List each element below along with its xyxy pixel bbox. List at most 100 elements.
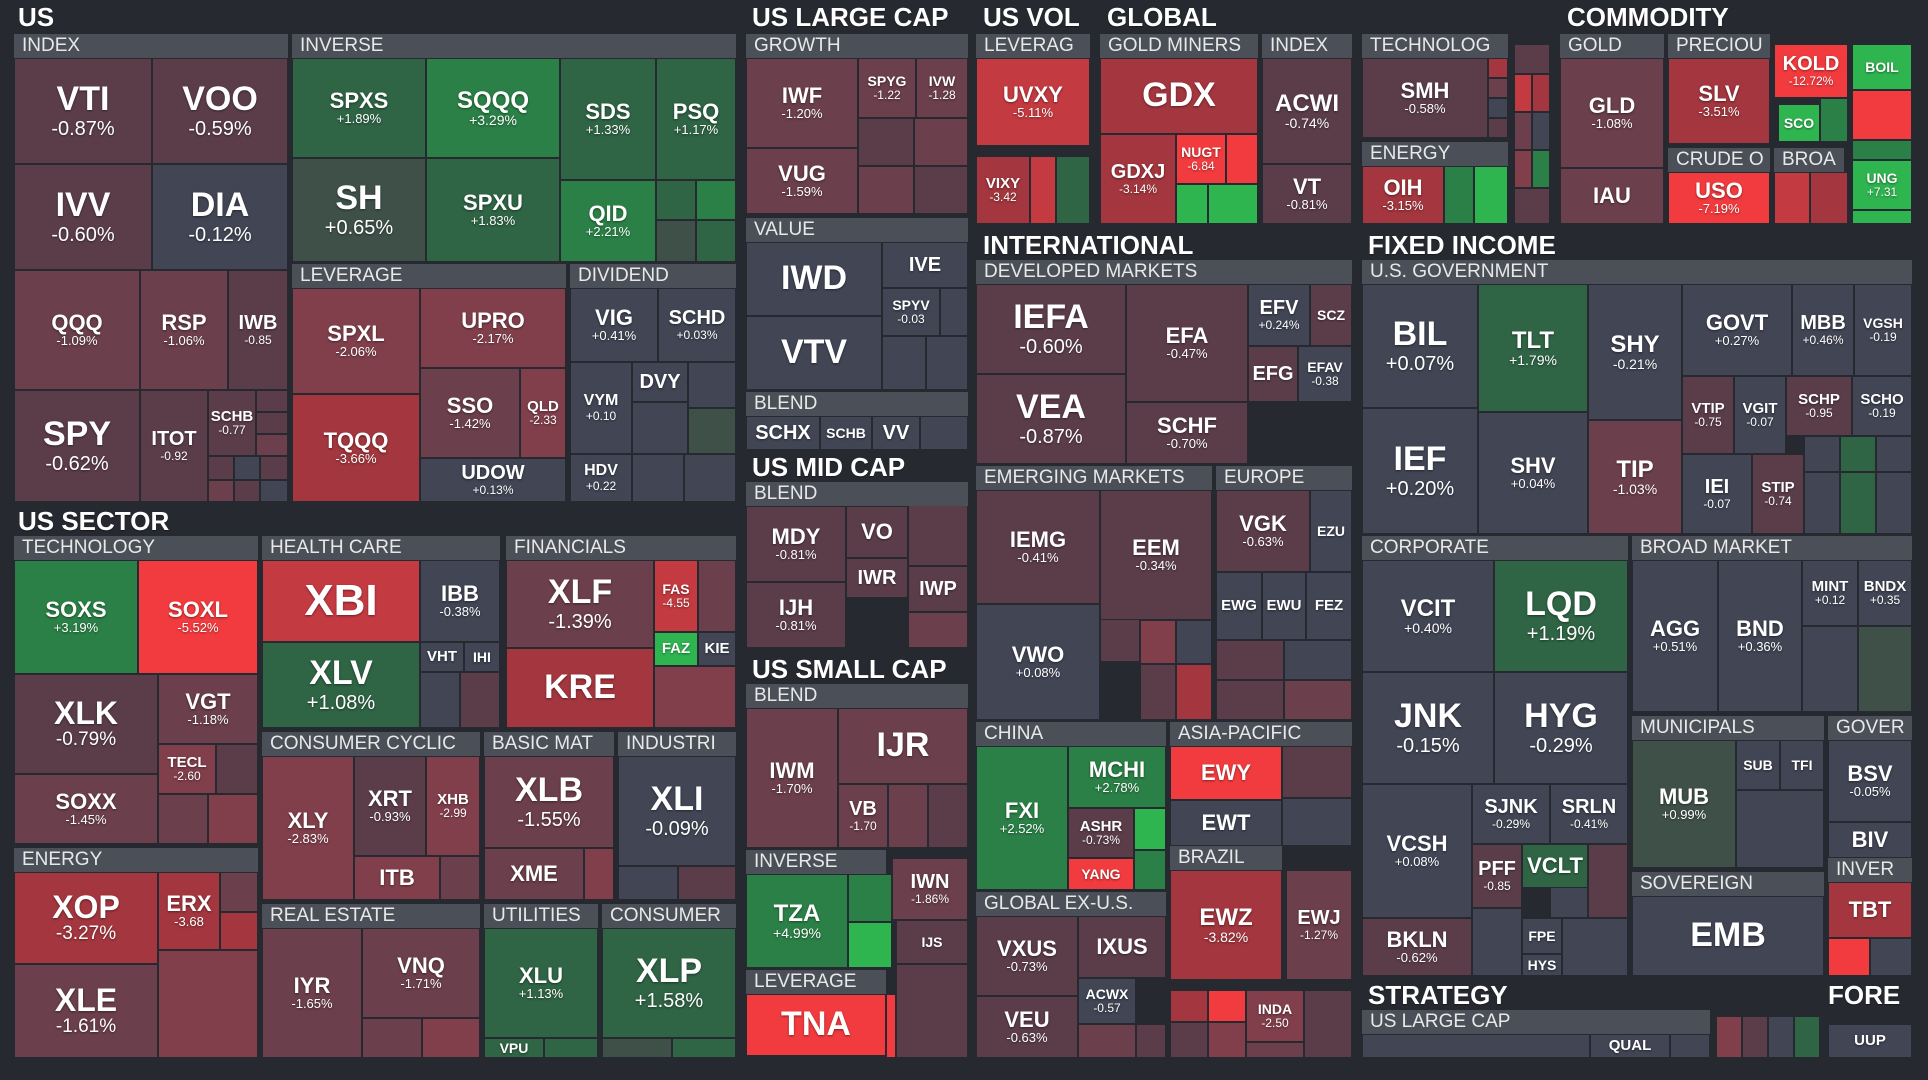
etf-tile-inda[interactable]: INDA -2.50 — [1246, 990, 1304, 1042]
etf-tile-psq[interactable]: PSQ +1.17% — [656, 58, 736, 180]
etf-tile-mchi[interactable]: MCHI +2.78% — [1068, 746, 1166, 808]
etf-tile-qqq[interactable]: QQQ -1.09% — [14, 270, 140, 390]
etf-tile-sds[interactable]: SDS +1.33% — [560, 58, 656, 180]
etf-tile-ixus[interactable]: IXUS — [1078, 916, 1166, 978]
etf-cell[interactable] — [684, 454, 736, 502]
group-header[interactable]: ENERGY — [1362, 142, 1508, 166]
etf-cell[interactable] — [1282, 798, 1352, 846]
etf-tile-hyg[interactable]: HYG -0.29% — [1494, 672, 1628, 784]
group-header[interactable]: SOVEREIGN — [1632, 872, 1824, 896]
group-header[interactable]: DEVELOPED MARKETS — [976, 260, 1352, 284]
etf-tile-sh[interactable]: SH +0.65% — [292, 158, 426, 262]
etf-tile-soxs[interactable]: SOXS +3.19% — [14, 560, 138, 674]
group-header[interactable]: INDUSTRI — [618, 732, 736, 756]
etf-tile-xlp[interactable]: XLP +1.58% — [602, 928, 736, 1038]
etf-tile-smh[interactable]: SMH -0.58% — [1362, 58, 1488, 138]
etf-cell[interactable] — [1514, 44, 1550, 74]
etf-cell[interactable] — [1176, 620, 1212, 664]
etf-tile-xlb[interactable]: XLB -1.55% — [484, 756, 614, 848]
etf-tile-vea[interactable]: VEA -0.87% — [976, 374, 1126, 464]
etf-tile-schb[interactable]: SCHB — [820, 416, 872, 450]
etf-cell[interactable] — [1852, 210, 1912, 224]
etf-tile-ewj[interactable]: EWJ -1.27% — [1286, 870, 1352, 980]
etf-tile-mbb[interactable]: MBB +0.46% — [1792, 284, 1854, 376]
etf-tile-vixy[interactable]: VIXY -3.42 — [976, 156, 1030, 224]
etf-tile-ibb[interactable]: IBB -0.38% — [420, 560, 500, 642]
etf-tile-gld[interactable]: GLD -1.08% — [1560, 58, 1664, 168]
etf-cell[interactable] — [1176, 664, 1212, 720]
etf-cell[interactable] — [926, 336, 968, 390]
etf-tile-vug[interactable]: VUG -1.59% — [746, 148, 858, 214]
etf-cell[interactable] — [672, 1038, 736, 1058]
etf-tile-bsv[interactable]: BSV -0.05% — [1828, 740, 1912, 822]
etf-tile-dia[interactable]: DIA -0.12% — [152, 164, 288, 270]
etf-cell[interactable] — [234, 456, 260, 480]
etf-cell[interactable] — [696, 180, 736, 220]
etf-tile-acwx[interactable]: ACWX -0.57 — [1078, 978, 1136, 1024]
etf-cell[interactable] — [1030, 156, 1056, 224]
etf-tile-scz[interactable]: SCZ — [1310, 284, 1352, 346]
etf-cell[interactable] — [1208, 990, 1246, 1022]
etf-tile-ive[interactable]: IVE — [882, 242, 968, 288]
etf-tile-dvy[interactable]: DVY — [632, 362, 688, 402]
group-header[interactable]: LEVERAG — [976, 34, 1090, 58]
etf-cell[interactable] — [1852, 90, 1912, 140]
group-header[interactable]: BROAD MARKET — [1632, 536, 1912, 560]
group-header[interactable]: CONSUMER — [602, 904, 736, 928]
group-header[interactable]: BLEND — [746, 392, 968, 416]
etf-cell[interactable] — [1362, 1034, 1590, 1058]
etf-cell[interactable] — [216, 744, 258, 794]
etf-cell[interactable] — [208, 456, 234, 480]
group-header[interactable]: TECHNOLOG — [1362, 34, 1508, 58]
etf-cell[interactable] — [1820, 98, 1848, 142]
etf-tile-spxs[interactable]: SPXS +1.89% — [292, 58, 426, 158]
etf-tile-vti[interactable]: VTI -0.87% — [14, 58, 152, 164]
etf-cell[interactable] — [1532, 112, 1550, 150]
etf-cell[interactable] — [654, 666, 736, 728]
etf-cell[interactable] — [362, 1018, 422, 1058]
etf-cell[interactable] — [1810, 172, 1848, 224]
etf-tile-ijs[interactable]: IJS — [896, 920, 968, 964]
etf-tile-nugt[interactable]: NUGT -6.84 — [1176, 134, 1226, 184]
etf-cell[interactable] — [1716, 1016, 1742, 1058]
etf-tile-efa[interactable]: EFA -0.47% — [1126, 284, 1248, 402]
etf-tile-xly[interactable]: XLY -2.83% — [262, 756, 354, 900]
etf-cell[interactable] — [1562, 918, 1628, 976]
etf-cell[interactable] — [698, 560, 736, 632]
etf-cell[interactable] — [234, 480, 260, 502]
etf-tile-ewz[interactable]: EWZ -3.82% — [1170, 870, 1282, 980]
etf-tile-bndx[interactable]: BNDX +0.35 — [1858, 560, 1912, 626]
etf-cell[interactable] — [1876, 436, 1912, 472]
etf-tile-sub[interactable]: SUB — [1736, 740, 1780, 790]
etf-tile-mub[interactable]: MUB +0.99% — [1632, 740, 1736, 868]
etf-tile-spyg[interactable]: SPYG -1.22 — [858, 58, 916, 118]
etf-tile-kie[interactable]: KIE — [698, 632, 736, 666]
etf-cell[interactable] — [208, 794, 258, 844]
etf-tile-ung[interactable]: UNG +7.31 — [1852, 160, 1912, 210]
etf-tile-emb[interactable]: EMB — [1632, 896, 1824, 976]
etf-tile-tqqq[interactable]: TQQQ -3.66% — [292, 394, 420, 502]
etf-cell[interactable] — [1514, 188, 1550, 224]
etf-cell[interactable] — [602, 1038, 672, 1058]
etf-cell[interactable] — [888, 784, 928, 848]
etf-cell[interactable] — [896, 964, 968, 1058]
etf-cell[interactable] — [1870, 938, 1912, 976]
etf-cell[interactable] — [1804, 436, 1840, 472]
group-header[interactable]: INVERSE — [746, 850, 886, 874]
etf-tile-bnd[interactable]: BND +0.36% — [1718, 560, 1802, 712]
etf-cell[interactable] — [858, 118, 914, 166]
etf-cell[interactable] — [1488, 58, 1508, 78]
group-header[interactable]: PRECIOU — [1668, 34, 1770, 58]
etf-tile-schp[interactable]: SCHP -0.95 — [1786, 376, 1852, 436]
etf-tile-iwm[interactable]: IWM -1.70% — [746, 708, 838, 848]
etf-tile-iefa[interactable]: IEFA -0.60% — [976, 284, 1126, 374]
etf-tile-fxi[interactable]: FXI +2.52% — [976, 746, 1068, 890]
etf-tile-jnk[interactable]: JNK -0.15% — [1362, 672, 1494, 784]
etf-cell[interactable] — [1514, 112, 1532, 150]
group-header[interactable]: GLOBAL EX-U.S. — [976, 892, 1166, 916]
etf-tile-gdx[interactable]: GDX — [1100, 58, 1258, 134]
etf-cell[interactable] — [1282, 746, 1352, 798]
etf-cell[interactable] — [848, 922, 892, 968]
group-header[interactable]: REAL ESTATE — [262, 904, 480, 928]
group-header[interactable]: LEVERAGE — [292, 264, 566, 288]
